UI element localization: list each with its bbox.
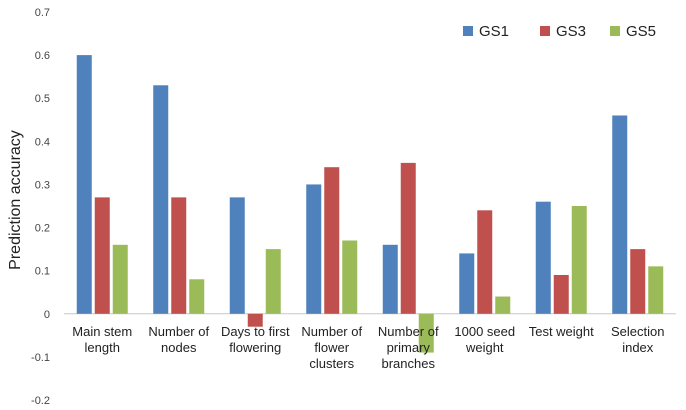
bar-gs3 [477, 210, 493, 314]
y-tick-label: -0.1 [31, 352, 50, 364]
legend-swatch-gs5 [610, 26, 620, 36]
y-tick-label: 0.5 [35, 93, 50, 105]
category-label: Number of nodes [148, 324, 209, 355]
bar-gs5 [418, 313, 434, 353]
y-tick-label: -0.2 [31, 395, 50, 407]
category-label: 1000 seed weight [454, 324, 515, 355]
bar-gs3 [630, 249, 646, 314]
bar-gs1 [153, 85, 169, 314]
bar-gs3 [247, 313, 263, 327]
legend-label-gs3: GS3 [556, 23, 586, 40]
category-label: Selection index [611, 324, 664, 355]
bar-gs1 [535, 201, 551, 314]
bar-gs3 [400, 162, 416, 314]
y-tick-label: 0 [44, 309, 50, 321]
category-label: Main stem length [72, 324, 132, 355]
bar-gs1 [229, 197, 245, 314]
bar-gs1 [76, 55, 92, 314]
bar-gs5 [265, 249, 281, 314]
y-tick-label: 0.1 [35, 266, 50, 278]
y-axis-label: Prediction accuracy [7, 130, 24, 270]
bar-gs5 [495, 296, 511, 314]
bar-gs5 [342, 240, 358, 314]
y-axis-ticks: 0.7 0.6 0.5 0.4 0.3 0.2 0.1 0 -0.1 -0.2 [31, 7, 50, 407]
legend-swatch-gs1 [463, 26, 473, 36]
legend-label-gs1: GS1 [479, 23, 509, 40]
category-label: Test weight [529, 324, 594, 339]
category-labels: Main stem length Number of nodes Days to fir… [72, 324, 664, 371]
bars [76, 55, 664, 353]
category-label: Number of flower clusters [301, 324, 362, 371]
bar-gs5 [112, 244, 128, 314]
y-tick-label: 0.4 [35, 136, 50, 148]
bar-gs1 [612, 115, 628, 314]
bar-gs5 [571, 206, 587, 314]
bar-gs3 [553, 274, 569, 314]
bar-gs3 [171, 197, 187, 314]
category-label: Days to first flowering [221, 324, 290, 355]
y-tick-label: 0.6 [35, 50, 50, 62]
bar-gs5 [648, 266, 664, 314]
bar-gs5 [189, 279, 205, 314]
bar-gs3 [324, 167, 340, 314]
y-tick-label: 0.2 [35, 223, 50, 235]
legend: GS1 GS3 GS5 [463, 23, 656, 40]
legend-swatch-gs3 [540, 26, 550, 36]
bar-gs3 [94, 197, 110, 314]
legend-label-gs5: GS5 [626, 23, 656, 40]
category-label: Number of primary branches [378, 324, 439, 371]
bar-gs1 [459, 253, 475, 314]
y-tick-label: 0.7 [35, 7, 50, 19]
bar-gs1 [382, 244, 398, 314]
bar-gs1 [306, 184, 322, 314]
y-tick-label: 0.3 [35, 179, 50, 191]
